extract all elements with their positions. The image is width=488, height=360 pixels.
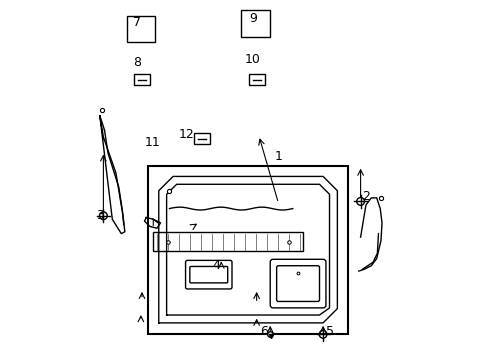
Text: 12: 12	[178, 128, 194, 141]
Bar	[194, 134, 210, 144]
Text: 9: 9	[248, 12, 257, 25]
Text: 4: 4	[212, 259, 220, 272]
Bar	[126, 16, 155, 42]
Bar	[134, 75, 149, 85]
Bar	[153, 232, 303, 251]
Text: 2: 2	[361, 190, 369, 203]
Text: 10: 10	[244, 53, 261, 66]
Text: 7: 7	[133, 16, 141, 29]
Bar	[148, 166, 347, 334]
Text: 1: 1	[274, 150, 282, 163]
Text: 5: 5	[325, 325, 333, 338]
Text: 11: 11	[144, 136, 160, 149]
Text: 6: 6	[260, 325, 267, 338]
Text: 3: 3	[96, 209, 103, 222]
Bar	[248, 75, 264, 85]
Text: 8: 8	[133, 56, 141, 69]
Bar	[241, 10, 269, 37]
